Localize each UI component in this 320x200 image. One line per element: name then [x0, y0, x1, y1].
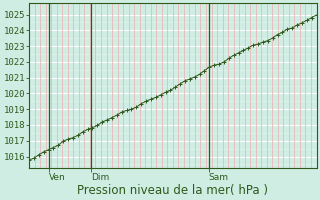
- X-axis label: Pression niveau de la mer( hPa ): Pression niveau de la mer( hPa ): [77, 184, 268, 197]
